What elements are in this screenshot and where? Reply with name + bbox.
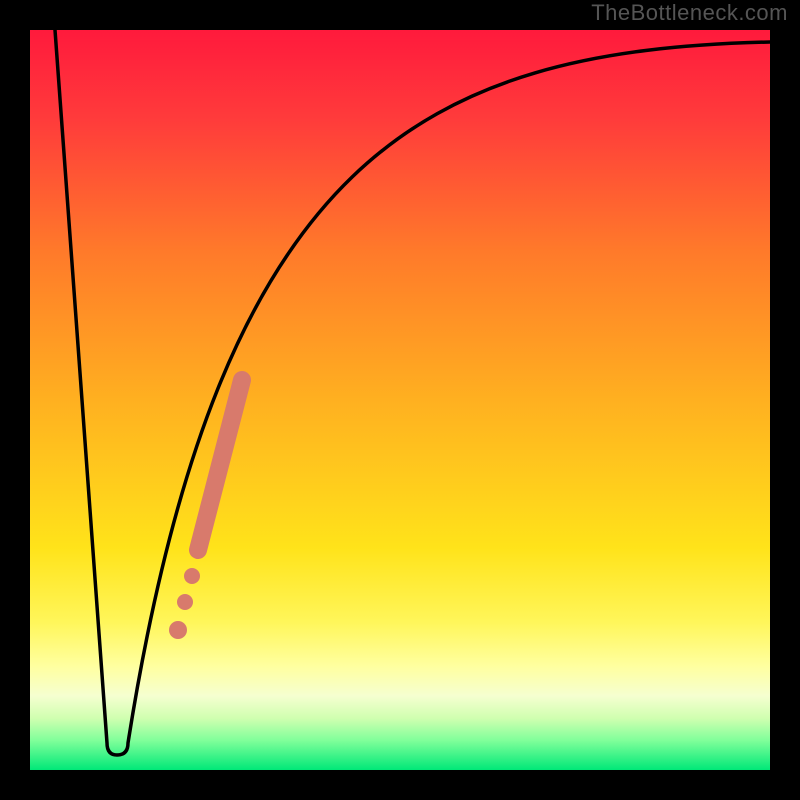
- overlay-dot: [169, 621, 187, 639]
- overlay-dot: [184, 568, 200, 584]
- watermark-text: TheBottleneck.com: [591, 0, 788, 26]
- overlay-dot: [177, 594, 193, 610]
- bottleneck-chart: [0, 0, 800, 800]
- chart-stage: TheBottleneck.com: [0, 0, 800, 800]
